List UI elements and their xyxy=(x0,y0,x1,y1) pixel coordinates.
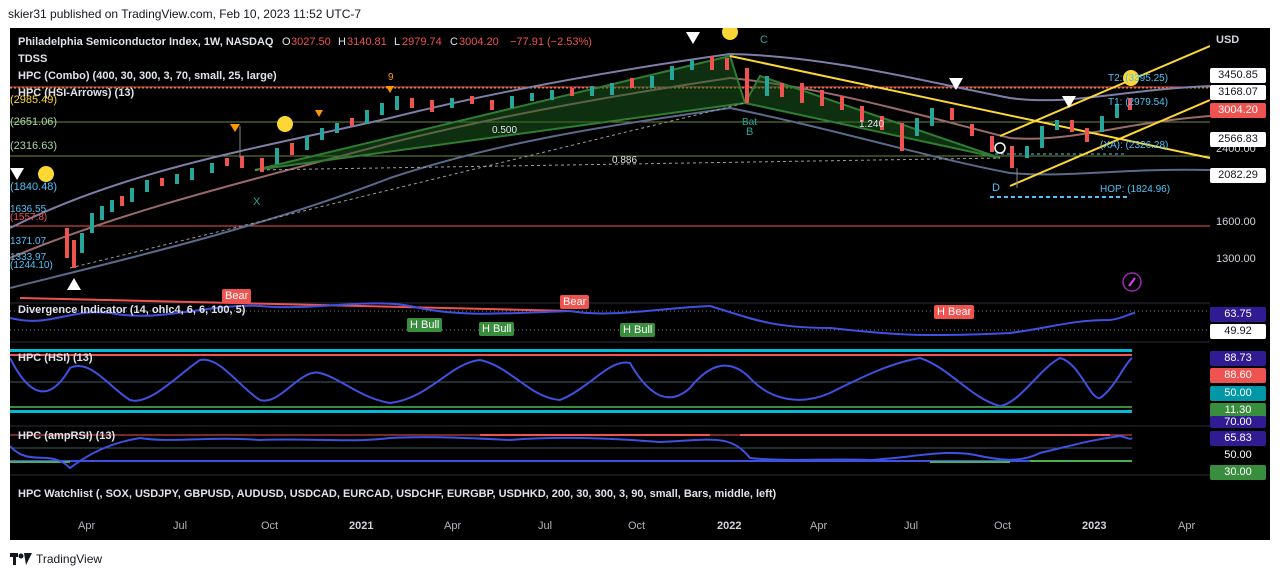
time-tick: Jul xyxy=(538,520,553,532)
indicator-hsi-arrows[interactable]: HPC (HSI-Arrows) (13) xyxy=(18,87,135,99)
price-tag: 2566.83 xyxy=(1210,132,1266,147)
time-axis[interactable]: Apr Jul Oct 2021 Apr Jul Oct 2022 Apr Ju… xyxy=(10,512,1210,540)
level-label: (1244.10) xyxy=(10,260,53,271)
sell-arrow-icon xyxy=(10,168,24,180)
bear-label: Bear xyxy=(560,295,590,309)
amprsi-value: 30.00 xyxy=(1210,465,1266,480)
point-d: D xyxy=(992,182,1000,194)
price-tag: 3168.07 xyxy=(1210,85,1266,100)
ohlc-low-label: L xyxy=(394,36,401,48)
level-label: 1636.55 xyxy=(10,204,47,215)
indicator-hsi[interactable]: HPC (HSI) (13) xyxy=(18,352,93,364)
chart-area[interactable]: Philadelphia Semiconductor Index, 1W, NA… xyxy=(10,28,1210,540)
buy-arrow-icon xyxy=(67,278,81,290)
candles xyxy=(65,56,1132,268)
sell-arrow-icon xyxy=(686,32,700,44)
time-tick: 2021 xyxy=(349,520,374,532)
sell-arrow-icon xyxy=(1062,96,1076,108)
hsi-value: 88.73 xyxy=(1210,351,1266,366)
level-label: (1840.48) xyxy=(10,181,58,193)
last-price-tag: 3004.20 xyxy=(1210,103,1266,118)
tradingview-brand: TradingView xyxy=(36,552,103,566)
ohlc-low: 2979.74 xyxy=(402,36,442,48)
divergence-value: 49.92 xyxy=(1210,324,1266,339)
indicator-divergence[interactable]: Divergence Indicator (14, ohlc4, 6, 6, 1… xyxy=(18,304,246,316)
level-label: 1333.97 xyxy=(10,252,47,263)
time-tick: Jul xyxy=(173,520,188,532)
indicator-amprsi[interactable]: HPC (ampRSI) (13) xyxy=(18,430,116,442)
amprsi-value: 50.00 xyxy=(1210,448,1266,463)
t1-label: T1: (2979.54) xyxy=(1108,97,1169,108)
level-label: (2985.49) xyxy=(10,94,58,106)
footer: TradingView xyxy=(0,540,1280,576)
price-tag: 2082.29 xyxy=(1210,168,1266,183)
count-nine: 9 xyxy=(388,72,394,83)
ohlc-open-label: O xyxy=(282,36,291,48)
time-tick: Jul xyxy=(904,520,919,532)
main-chart-svg[interactable] xyxy=(10,28,1210,540)
level-label: (2651.06) xyxy=(10,116,58,128)
price-tag: 3450.85 xyxy=(1210,68,1266,83)
currency-label: USD xyxy=(1216,34,1240,46)
ohlc-high-label: H xyxy=(338,36,346,48)
time-tick: Oct xyxy=(628,520,646,532)
bear-label: Bear xyxy=(222,289,252,303)
t2-label: T2: (3395.25) xyxy=(1108,73,1169,84)
divergence-value: 63.75 xyxy=(1210,307,1266,322)
price-tick: 1300.00 xyxy=(1216,253,1256,265)
hsi-value: 50.00 xyxy=(1210,386,1266,401)
symbol-name[interactable]: Philadelphia Semiconductor Index, 1W, NA… xyxy=(18,36,274,48)
time-tick: Apr xyxy=(444,520,462,532)
bear-label: H Bear xyxy=(934,305,975,319)
publish-bar: skier31 published on TradingView.com, Fe… xyxy=(0,0,1280,28)
indicator-watchlist[interactable]: HPC Watchlist (, SOX, USDJPY, GBPUSD, AU… xyxy=(18,488,777,500)
time-tick: 2023 xyxy=(1082,520,1107,532)
time-tick: Apr xyxy=(1178,520,1196,532)
fib-0886: 0.886 xyxy=(612,155,638,166)
hsi-value: 88.60 xyxy=(1210,368,1266,383)
bull-label: H Bull xyxy=(620,323,656,337)
xa-label: (XA): (2326.28) xyxy=(1100,140,1169,151)
point-x: X xyxy=(253,196,261,208)
indicator-tdss[interactable]: TDSS xyxy=(18,53,48,65)
time-tick: Apr xyxy=(78,520,96,532)
point-b: B xyxy=(746,126,754,138)
bull-label: H Bull xyxy=(407,318,443,332)
tradingview-logo-icon xyxy=(10,553,32,565)
time-tick: 2022 xyxy=(717,520,742,532)
level-label: 1371.07 xyxy=(10,236,47,247)
ohlc-change: −77.91 (−2.53%) xyxy=(510,36,592,48)
time-tick: Oct xyxy=(994,520,1012,532)
bat-label: Bat xyxy=(742,117,758,128)
hsi-value: 11.30 xyxy=(1210,403,1266,418)
hop-label: HOP: (1824.96) xyxy=(1100,184,1171,195)
time-tick: Oct xyxy=(261,520,279,532)
point-c: C xyxy=(760,34,768,46)
ohlc-close-label: C xyxy=(450,36,458,48)
amprsi-value: 70.00 xyxy=(1210,416,1266,428)
fib-1240: 1.240 xyxy=(859,119,885,130)
bull-label: H Bull xyxy=(479,322,515,336)
amprsi-value: 65.83 xyxy=(1210,431,1266,446)
ohlc-high: 3140.81 xyxy=(347,36,387,48)
indicator-combo[interactable]: HPC (Combo) (400, 30, 300, 3, 70, small,… xyxy=(18,70,277,82)
fib-0500: 0.500 xyxy=(492,125,518,136)
time-tick: Apr xyxy=(810,520,828,532)
level-label: (1557.8) xyxy=(10,212,48,223)
level-label: (2316.63) xyxy=(10,140,58,152)
sell-arrow-icon xyxy=(949,78,963,90)
ohlc-open: 3027.50 xyxy=(291,36,331,48)
publish-line: skier31 published on TradingView.com, Fe… xyxy=(8,7,362,21)
price-tick: 1600.00 xyxy=(1216,216,1256,228)
ohlc-close: 3004.20 xyxy=(459,36,499,48)
